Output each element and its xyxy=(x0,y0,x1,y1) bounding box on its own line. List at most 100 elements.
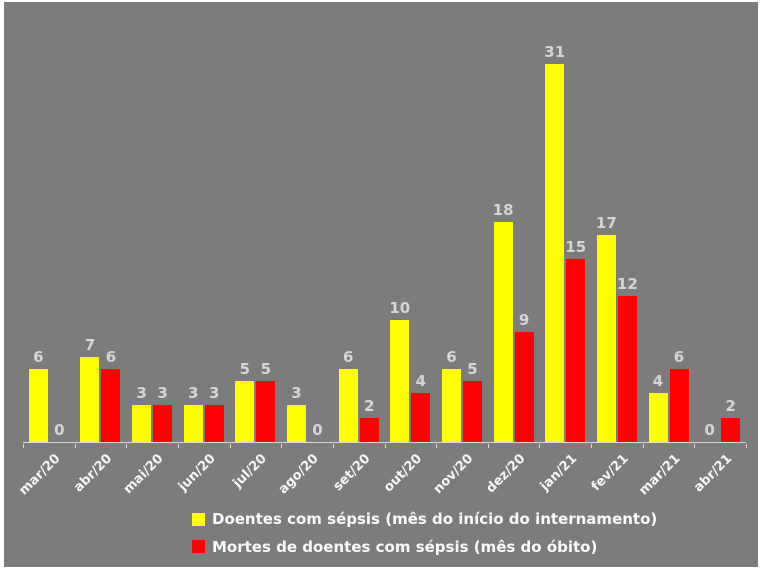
bar-value-label: 17 xyxy=(595,213,617,232)
axis-tick xyxy=(436,444,438,448)
bar-red-mar/21 xyxy=(669,368,689,442)
category-jan/21: 31 15 xyxy=(539,2,591,442)
bar-red-abr/20 xyxy=(101,368,121,442)
bar-red-fev/21 xyxy=(617,295,637,442)
bar-value-label: 3 xyxy=(188,384,199,403)
axis-tick xyxy=(642,444,644,448)
bar-value-label: 6 xyxy=(33,347,44,366)
legend-label-mortes: Mortes de doentes com sépsis (mês do óbi… xyxy=(212,537,598,556)
axis-tick xyxy=(177,444,179,448)
bar-yellow-out/20 xyxy=(390,320,410,442)
legend-swatch-yellow-icon xyxy=(192,512,205,526)
bar-group: 12 xyxy=(617,276,638,442)
x-axis-label-fev/21: fev/21 xyxy=(588,451,632,495)
category-fev/21: 17 12 xyxy=(591,2,643,442)
bar-yellow-dez/20 xyxy=(493,222,513,442)
bar-group: 9 xyxy=(514,311,534,442)
bar-group: 5 xyxy=(235,360,255,442)
bar-group: 4 xyxy=(648,374,668,442)
bar-group: 18 xyxy=(493,203,514,442)
bar-value-label: 3 xyxy=(136,384,147,403)
x-axis-label-mar/20: mar/20 xyxy=(16,451,64,499)
x-axis-label-jul/20: jul/20 xyxy=(230,451,271,491)
bar-value-label: 6 xyxy=(105,347,117,366)
axis-tick xyxy=(591,444,593,448)
bar-group: 31 xyxy=(544,42,566,442)
bar-group: 6 xyxy=(669,347,689,442)
axis-tick xyxy=(487,444,489,448)
legend-item-doentes: Doentes com sépsis (mês do início do int… xyxy=(192,511,657,528)
bar-yellow-set/20 xyxy=(338,368,358,442)
bar-yellow-jul/20 xyxy=(235,381,255,442)
bar-red-nov/20 xyxy=(462,381,482,442)
bar-group: 3 xyxy=(204,386,224,442)
bar-yellow-fev/21 xyxy=(596,234,616,442)
bar-value-label: 6 xyxy=(673,347,685,366)
bar-value-label: 31 xyxy=(544,42,566,61)
bar-group: 2 xyxy=(721,398,741,442)
x-axis-label-mai/20: mai/20 xyxy=(121,451,168,497)
x-axis-label-ago/20: ago/20 xyxy=(276,451,322,498)
bar-value-label: 10 xyxy=(389,299,411,317)
legend-label-doentes: Doentes com sépsis (mês do início do int… xyxy=(212,510,658,528)
bar-group: 0 xyxy=(308,423,327,442)
bar-group: 3 xyxy=(153,386,173,442)
bar-group: 3 xyxy=(183,384,203,442)
bar-group: 5 xyxy=(256,360,276,442)
bar-group: 6 xyxy=(338,349,358,442)
bar-value-label: 3 xyxy=(291,384,302,403)
axis-tick xyxy=(332,444,334,448)
x-axis-label-nov/20: nov/20 xyxy=(431,451,477,497)
bar-group: 3 xyxy=(287,384,307,442)
bar-group: 3 xyxy=(132,384,152,442)
bar-value-label: 9 xyxy=(518,311,530,330)
axis-tick xyxy=(384,444,386,448)
bar-group: 10 xyxy=(389,299,411,442)
chart-background: 6 0 7 6 3 3 3 3 5 5 3 0 6 2 10 4 6 5 18 9 31 15 17 12 4 6 0 2 mar/2… xyxy=(4,2,758,567)
bar-value-label: 4 xyxy=(415,372,427,391)
bar-value-label: 5 xyxy=(467,360,478,378)
bar-group: 5 xyxy=(462,360,482,442)
bar-yellow-ago/20 xyxy=(287,405,307,442)
axis-tick xyxy=(746,444,747,448)
plot-area: 6 0 7 6 3 3 3 3 5 5 3 0 6 2 10 4 6 5 18 9 31 15 17 12 4 6 0 2 xyxy=(23,2,746,443)
bar-red-dez/20 xyxy=(514,332,534,442)
bar-value-label: 5 xyxy=(260,360,272,378)
bar-value-label: 0 xyxy=(312,421,323,439)
bar-group: 4 xyxy=(411,372,431,442)
bar-value-label: 15 xyxy=(565,238,587,256)
x-axis-label-out/20: out/20 xyxy=(381,451,426,496)
bar-value-label: 2 xyxy=(363,396,375,415)
legend-item-mortes: Mortes de doentes com sépsis (mês do óbi… xyxy=(192,537,657,556)
bar-yellow-jan/21 xyxy=(545,63,565,442)
bar-value-label: 7 xyxy=(84,335,96,354)
bar-yellow-mar/20 xyxy=(28,368,48,442)
x-axis-label-dez/20: dez/20 xyxy=(483,451,529,497)
legend: Doentes com sépsis (mês do início do int… xyxy=(192,511,657,555)
bar-red-out/20 xyxy=(411,393,431,442)
bar-yellow-mai/20 xyxy=(132,405,152,442)
x-axis-label-jun/20: jun/20 xyxy=(175,451,219,495)
bar-group: 15 xyxy=(565,238,587,442)
axis-tick xyxy=(229,444,231,448)
x-axis-ticks xyxy=(23,444,747,449)
bar-value-label: 5 xyxy=(239,360,251,378)
axis-tick xyxy=(126,444,128,448)
bar-red-abr/21 xyxy=(721,417,741,442)
x-axis-label-jan/21: jan/21 xyxy=(537,451,581,494)
x-axis-label-abr/21: abr/21 xyxy=(691,451,736,496)
bar-yellow-nov/20 xyxy=(441,368,461,442)
axis-tick xyxy=(23,444,24,448)
bar-group: 2 xyxy=(359,396,379,442)
bar-value-label: 0 xyxy=(54,421,65,439)
